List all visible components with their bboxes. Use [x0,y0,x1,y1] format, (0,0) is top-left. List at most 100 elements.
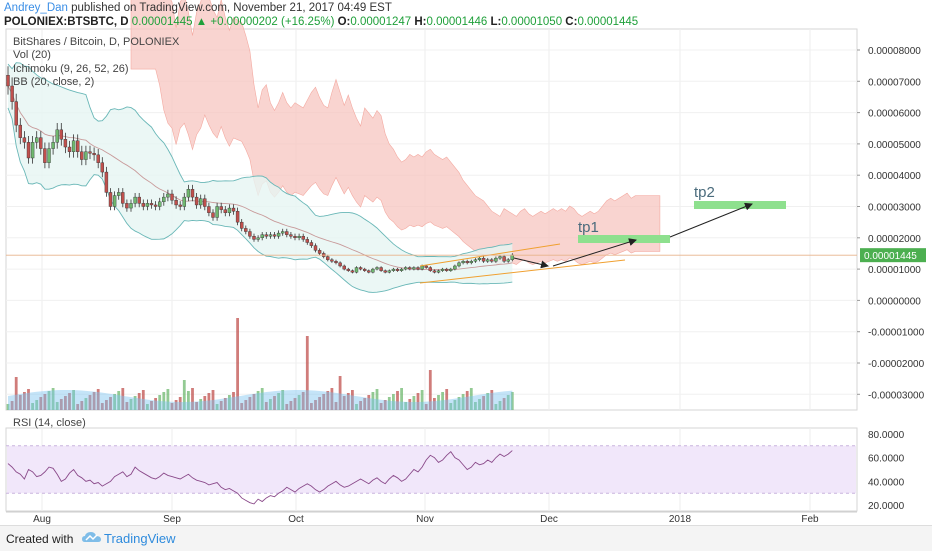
candle-body [137,196,141,204]
volume-bar [133,396,137,410]
candle-body [404,267,408,270]
volume-bar [105,400,108,410]
volume-bar [162,392,166,410]
volume-bar [371,392,375,410]
author-link[interactable]: Andrey_Dan [4,2,68,14]
y-tick-label: 0.00006000 [868,109,921,120]
candle-body [317,250,322,254]
candle-body [248,231,252,237]
arrow-1 [513,257,549,269]
volume-bar [383,400,387,410]
candle-body [326,256,330,260]
volume-bar [375,389,379,410]
legend-ichimoku[interactable]: Ichimoku (9, 26, 52, 26) [13,62,129,75]
volume-bar [408,399,412,410]
volume-bar [346,393,350,410]
volume-bar [195,402,198,410]
rsi-band [7,445,856,494]
candle-body [498,256,502,259]
volume-bar [334,402,338,410]
rsi-tick-label: 40.0000 [868,477,905,488]
candle-body [301,236,305,240]
candle-body [358,267,363,270]
rsi-tick-label: 20.0000 [868,501,905,512]
bollinger-upper [7,62,513,258]
candle-body [494,257,498,262]
candle-body [133,196,137,204]
candle-body [39,137,43,149]
candle-body [313,245,318,251]
volume-bar [109,397,112,410]
volume-bar [129,399,133,410]
candle-body [194,196,199,206]
rsi-line [7,450,513,505]
candle-body [227,207,232,213]
candle-body [121,192,125,204]
volume-bar [199,399,203,410]
volume-bar [232,392,235,410]
candle-body [260,234,264,238]
candle-body [342,265,346,270]
candle-body [334,261,338,264]
volume-bar [174,400,178,410]
volume-bar [154,398,157,410]
candle-body [363,268,367,271]
volume-bar [490,390,494,410]
y-tick-label: -0.00002000 [868,359,925,370]
volume-bar [506,395,510,410]
candle-body [203,198,207,207]
candle-body [412,267,416,270]
volume-bar [43,394,47,410]
volume-bar [273,396,276,410]
candle-body [379,267,383,271]
volume-bar [31,403,34,410]
volume-bar [342,396,346,410]
volume-bar [88,395,92,410]
volume-bar [219,401,223,410]
candle-body [416,267,420,270]
volume-bar [121,388,125,410]
volume-bar [100,403,104,410]
candle-body [399,268,404,271]
candle-body [88,151,92,154]
volume-bar [355,404,358,410]
candle-body [408,267,412,270]
volume-bar [379,403,383,410]
candle-body [219,206,223,210]
volume-bar [461,394,465,410]
y-tick-label: 0.00000000 [868,296,921,307]
legend-rsi[interactable]: RSI (14, close) [13,417,86,429]
candle-body [162,196,166,203]
volume-bar [158,395,162,410]
candle-body [75,140,80,152]
candle-body [6,75,10,87]
candle-body [182,196,187,207]
volume-bar [297,395,301,410]
volume-bar [117,391,121,410]
volume-bar [428,370,432,410]
footer-bar: Created with TradingView [0,525,932,551]
price-change: +0.00000202 (+16.25%) [210,16,335,28]
volume-bar [494,404,498,410]
candle-body [211,212,215,218]
high-value: 0.00001446 [426,16,488,28]
candle-body [436,270,441,273]
volume-bar [27,389,30,410]
y-tick-label: 0.00001000 [868,265,921,276]
candle-body [170,193,174,201]
volume-bar [178,397,182,410]
candle-body [129,203,133,209]
tradingview-brand[interactable]: TradingView [104,531,176,546]
legend-vol[interactable]: Vol (20) [13,49,51,62]
candle-body [174,200,178,206]
legend-bb[interactable]: BB (20, close, 2) [13,76,95,89]
volume-bar [51,388,55,410]
volume-bar [305,336,309,410]
candle-body [157,201,162,207]
volume-bar [482,396,485,410]
candle-body [387,270,391,273]
trendline-lower [419,259,626,284]
candle-body [473,259,478,262]
volume-bar [146,404,149,410]
